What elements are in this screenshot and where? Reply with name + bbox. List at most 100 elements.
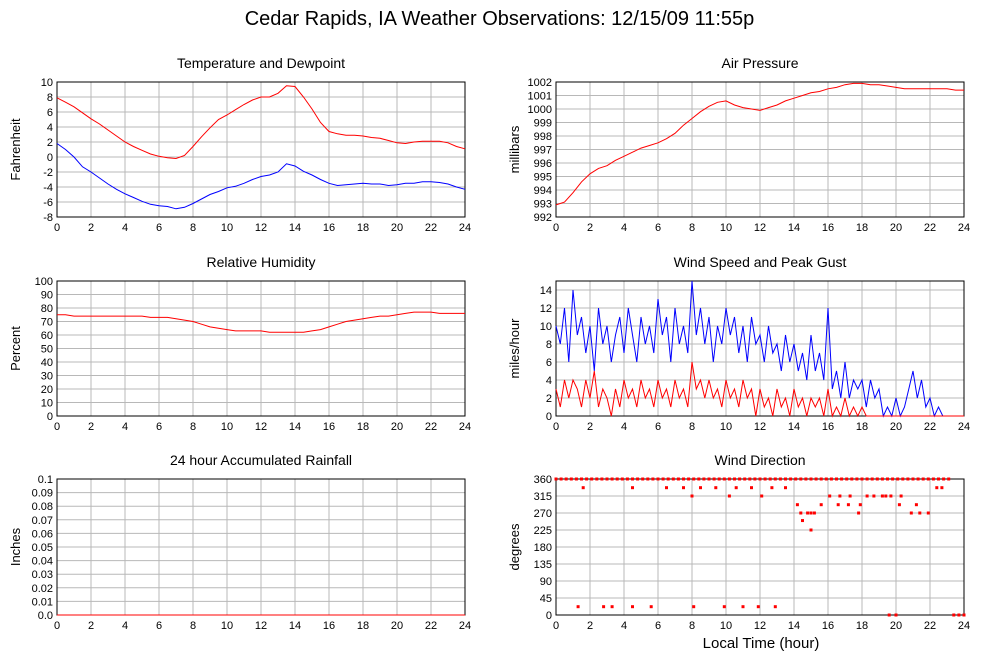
y-tick-label: 6 [546, 357, 552, 369]
wind-speed-y-axis-label: miles/hour [507, 318, 522, 379]
wind-direction-point [889, 494, 893, 498]
x-tick-label: 10 [720, 222, 732, 234]
y-tick-label: 0 [47, 152, 53, 164]
wind-direction-point [753, 477, 757, 481]
wind-direction-point [865, 477, 869, 481]
wind-direction-point [909, 511, 913, 515]
wind-direction-point [636, 477, 640, 481]
wind-direction-point [914, 503, 918, 507]
wind-direction-point [580, 477, 583, 481]
wind-direction-point [717, 477, 721, 481]
x-tick-label: 6 [655, 421, 661, 433]
wind-direction-point [763, 477, 767, 481]
humidity-plot-border [56, 280, 466, 417]
wind-direction-point [615, 477, 619, 481]
wind-direction-point [957, 613, 961, 617]
wind-speed-title: Wind Speed and Peak Gust [674, 254, 847, 270]
x-tick-label: 8 [190, 222, 196, 234]
wind-direction-point [804, 477, 808, 481]
x-tick-label: 18 [357, 421, 369, 433]
x-tick-label: 20 [391, 222, 403, 234]
wind-direction-point [940, 486, 944, 490]
wind-direction-point [671, 477, 675, 481]
x-tick-label: 18 [357, 620, 369, 632]
y-tick-label: 270 [534, 508, 552, 520]
y-tick-label: 6 [47, 107, 53, 119]
wind-direction-point [602, 605, 606, 609]
wind-direction-point [727, 477, 731, 481]
x-tick-label: 20 [890, 222, 902, 234]
temp-series-red-line [56, 85, 466, 160]
x-tick-label: 20 [890, 421, 902, 433]
y-tick-label: 999 [534, 118, 552, 130]
humidity-panel: 0 2 4 6 8 10 12 14 16 18 20 22 240102030405060708090… [8, 254, 471, 433]
y-tick-label: 2 [47, 137, 53, 149]
x-tick-label: 22 [425, 421, 437, 433]
wind-direction-point [697, 477, 701, 481]
x-tick-label: 16 [822, 620, 834, 632]
y-tick-label: 993 [534, 199, 552, 211]
wind-direction-point [906, 477, 910, 481]
x-tick-label: 4 [621, 222, 627, 234]
wind-direction-point [665, 486, 668, 490]
x-tick-label: 12 [754, 222, 766, 234]
x-tick-label: 16 [323, 620, 335, 632]
wind-direction-point [911, 477, 915, 481]
y-tick-label: 2 [546, 393, 552, 405]
y-tick-label: 0 [47, 411, 53, 423]
x-tick-label: 24 [459, 222, 471, 234]
y-tick-label: 30 [41, 371, 53, 383]
x-tick-label: 8 [689, 421, 695, 433]
wind-direction-point [814, 477, 818, 481]
wind-dir-y-axis-label: degrees [507, 523, 522, 570]
y-tick-label: 180 [534, 542, 552, 554]
x-tick-label: 20 [391, 620, 403, 632]
wind-direction-point [935, 486, 939, 490]
x-tick-label: 8 [190, 421, 196, 433]
y-tick-label: 60 [41, 330, 53, 342]
x-tick-label: 16 [323, 222, 335, 234]
wind-direction-point [758, 477, 762, 481]
x-tick-label: 8 [689, 620, 695, 632]
x-tick-label: 14 [788, 421, 800, 433]
wind-direction-point [712, 477, 716, 481]
x-tick-label: 14 [289, 222, 301, 234]
wind-direction-point [812, 511, 816, 515]
y-tick-label: -6 [43, 197, 53, 209]
wind-direction-point [722, 477, 726, 481]
wind-direction-point [768, 477, 772, 481]
wind-direction-point [610, 605, 614, 609]
wind-direction-point [631, 477, 634, 481]
wind-direction-point [855, 477, 859, 481]
x-tick-label: 10 [720, 421, 732, 433]
y-tick-label: 998 [534, 131, 552, 143]
x-tick-label: 12 [255, 620, 267, 632]
wind-direction-point [743, 477, 747, 481]
wind-direction-point [564, 477, 568, 481]
y-tick-label: 0.0 [38, 610, 53, 622]
x-tick-label: 22 [425, 222, 437, 234]
wind-direction-point [794, 477, 798, 481]
y-tick-label: 90 [41, 290, 53, 302]
x-tick-label: 12 [255, 421, 267, 433]
wind-direction-point [937, 477, 940, 481]
wind-speed-plot-border [555, 280, 965, 417]
wind-direction-point [559, 477, 563, 481]
x-tick-label: 16 [323, 421, 335, 433]
x-tick-label: 2 [587, 620, 593, 632]
wind-direction-point [870, 477, 874, 481]
wind-direction-point [770, 486, 774, 490]
wind-direction-point [646, 477, 650, 481]
pressure-series-red-line [555, 82, 964, 206]
y-tick-label: 4 [47, 122, 53, 134]
wind-direction-point [887, 613, 891, 617]
wind-direction-point [872, 494, 876, 498]
x-tick-label: 24 [958, 620, 970, 632]
wind-direction-point [595, 477, 599, 481]
y-tick-label: 996 [534, 158, 552, 170]
x-tick-label: 6 [156, 620, 162, 632]
y-tick-label: 0.09 [32, 488, 53, 500]
wind-direction-point [733, 477, 736, 481]
wind-direction-point [918, 511, 922, 515]
x-tick-label: 2 [88, 222, 94, 234]
